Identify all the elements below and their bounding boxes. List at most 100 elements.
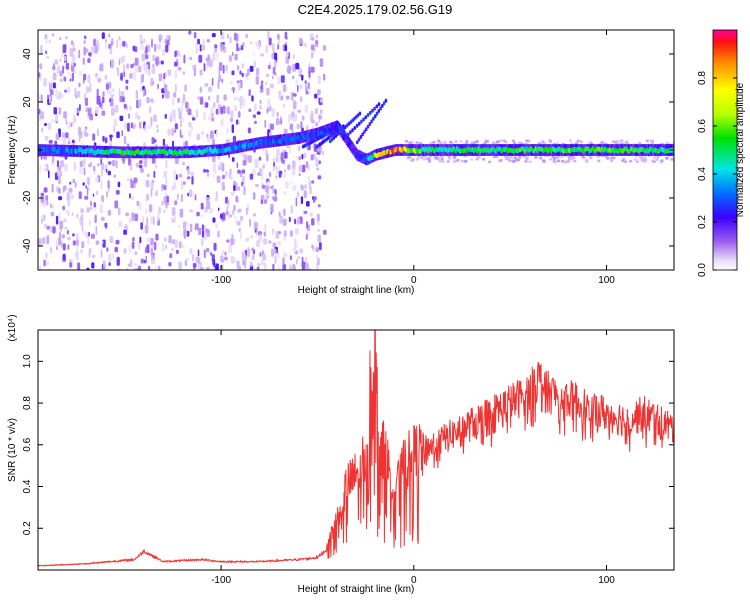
spectrogram-cell xyxy=(46,164,49,172)
spectrogram-cell xyxy=(90,233,95,239)
spectrogram-cell xyxy=(218,62,223,71)
spectrogram-cell xyxy=(125,42,128,49)
spectrogram-cell xyxy=(149,98,154,103)
spectrogram-cell xyxy=(94,214,97,224)
spectrogram-cell xyxy=(464,160,468,163)
spectrogram-cell xyxy=(97,43,101,51)
spectrogram-cell xyxy=(180,106,183,113)
spectrogram-cell xyxy=(45,252,48,259)
spectrogram-cell xyxy=(189,209,194,213)
spectrogram-cell xyxy=(265,44,269,54)
spectrogram-cell xyxy=(67,244,70,250)
spectrogram-cell xyxy=(290,230,293,237)
spectrogram-cell xyxy=(168,235,172,244)
spectrogram-cell xyxy=(513,141,517,145)
spectrogram-cell xyxy=(213,170,217,174)
spectrogram-cell xyxy=(77,109,80,114)
spectrogram-cell xyxy=(201,131,204,135)
spectrogram-cell xyxy=(147,237,151,243)
snr-ytick-label: 0.8 xyxy=(22,396,33,410)
spectrogram-cell xyxy=(221,78,224,83)
spectrogram-cell xyxy=(340,128,343,133)
spectrogram-cell xyxy=(81,241,85,249)
spectrogram-cell xyxy=(107,161,112,165)
spectrogram-cell xyxy=(298,155,302,161)
spectrogram-cell xyxy=(515,158,519,161)
spectrogram-cell xyxy=(136,200,140,207)
spectrogram-cell xyxy=(82,57,85,65)
spectrogram-cell xyxy=(161,200,164,206)
spectrogram-cell xyxy=(62,253,66,261)
spectrogram-cell xyxy=(195,48,198,54)
spectrogram-panel: -100 0 100 -40 -20 0 20 40 Height of straight … xyxy=(7,29,675,296)
spectrogram-cell xyxy=(92,193,95,197)
spectrogram-cell xyxy=(294,228,299,235)
spectrogram-cell xyxy=(163,84,168,93)
spectrogram-cell xyxy=(300,96,303,103)
spectrogram-cell xyxy=(88,187,90,191)
spectrogram-cell xyxy=(236,43,239,52)
spectrogram-cell xyxy=(52,226,56,234)
spectrogram-cell xyxy=(306,201,310,207)
spectrogram-cell xyxy=(60,240,63,248)
spectrogram-cell xyxy=(206,247,210,253)
spectrogram-cell xyxy=(147,69,151,77)
spectrogram-cell xyxy=(482,142,486,145)
spectrogram-cell xyxy=(581,155,585,159)
spectrogram-cell xyxy=(292,63,296,72)
spectrogram-cell xyxy=(71,121,74,127)
spectrogram-cell xyxy=(283,103,285,108)
spectrogram-cell xyxy=(57,65,61,71)
spectrogram-cell xyxy=(283,235,286,241)
spectrogram-cell xyxy=(70,40,74,46)
spectrogram-cell xyxy=(75,251,79,260)
spectrogram-cell xyxy=(443,142,447,146)
spectrogram-cell xyxy=(155,233,159,241)
spectrogram-cell xyxy=(208,59,212,63)
spectrogram-cell xyxy=(524,160,528,163)
spectrogram-cell xyxy=(189,248,193,255)
spectrogram-cell xyxy=(225,171,228,177)
spectrogram-cell xyxy=(309,181,311,188)
spectrogram-cell xyxy=(162,138,165,147)
spectrogram-cell xyxy=(277,76,281,85)
spectrogram-cell xyxy=(50,80,54,84)
spectrogram-cell xyxy=(304,184,308,190)
spectrogram-cell xyxy=(46,55,50,60)
spectrogram-cell xyxy=(132,45,136,52)
spectrogram-cell xyxy=(319,98,323,103)
spectrogram-cell xyxy=(84,97,89,106)
spectrogram-cell xyxy=(568,139,572,142)
spectrogram-ylabel: Frequency (Hz) xyxy=(7,116,18,185)
spectrogram-cell xyxy=(49,96,51,104)
spectrogram-cell xyxy=(53,107,57,115)
spectrogram-cell xyxy=(41,215,44,220)
spectrogram-cell xyxy=(235,195,239,203)
spectrogram-cell xyxy=(482,158,486,161)
spectrogram-cell xyxy=(94,45,98,54)
spectrogram-cell xyxy=(141,53,145,62)
spectrogram-cell xyxy=(237,82,241,91)
spectrogram-cell xyxy=(47,122,52,131)
spectrogram-cell xyxy=(283,230,287,237)
spectrogram-cell xyxy=(166,34,169,40)
spectrogram-cell xyxy=(89,52,92,57)
spectrogram-cell xyxy=(84,132,89,137)
spectrogram-cell xyxy=(229,214,232,218)
spectrogram-cell xyxy=(262,82,265,89)
spectrogram-cell xyxy=(208,115,211,121)
spectrogram-cell xyxy=(366,124,370,129)
spectrogram-cell xyxy=(508,156,512,159)
spectrogram-cell xyxy=(169,253,173,259)
spectrogram-cell xyxy=(140,168,144,173)
spectrogram-cell xyxy=(297,145,301,151)
spectrogram-cell xyxy=(142,230,146,234)
spectrogram-cell xyxy=(288,216,291,223)
spectrogram-cell xyxy=(303,190,307,199)
spectrogram-cell xyxy=(178,241,182,249)
spectrogram-cell xyxy=(429,142,433,145)
spectrogram-cell xyxy=(113,174,117,178)
spectrogram-cell xyxy=(253,51,255,57)
spectrogram-cell xyxy=(318,242,322,251)
spectrogram-cell xyxy=(650,141,654,144)
